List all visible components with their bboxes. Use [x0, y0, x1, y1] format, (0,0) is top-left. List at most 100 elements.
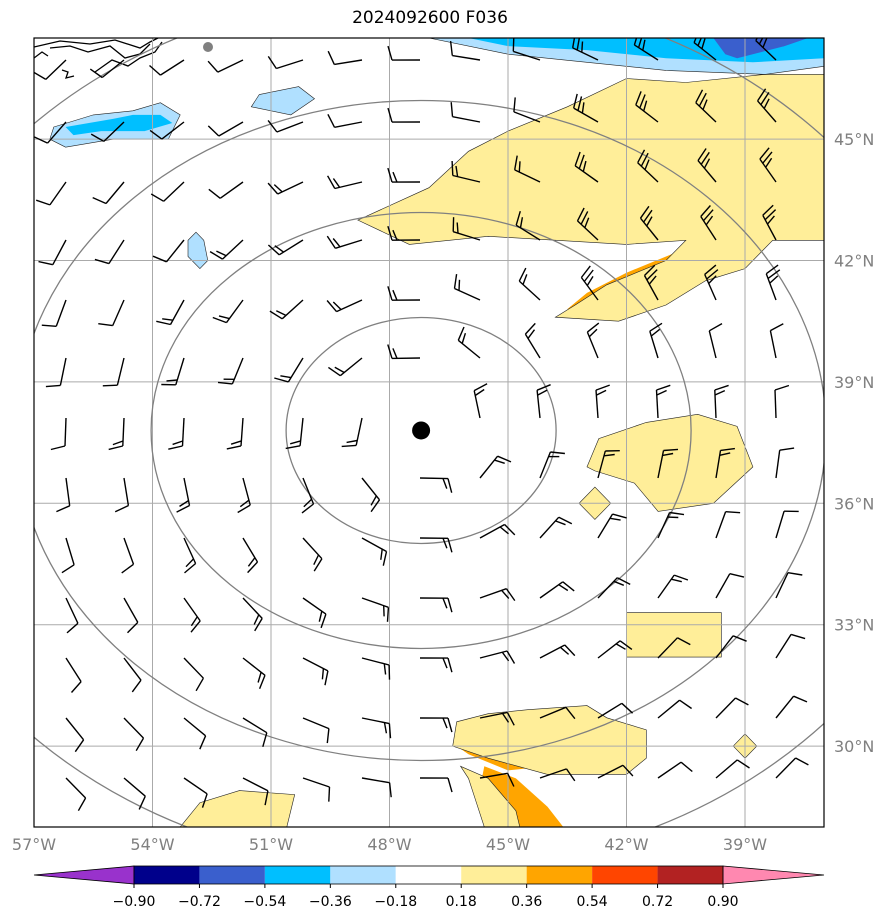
wind-barb — [237, 477, 251, 514]
wind-barb — [419, 777, 453, 793]
wind-barb — [524, 322, 541, 359]
wind-barb — [149, 121, 185, 140]
wind-barbs — [34, 38, 809, 812]
colorbar-segment — [330, 866, 396, 884]
wind-barb — [156, 299, 185, 326]
field-royal-blue-0 — [713, 38, 809, 59]
wind-barb — [41, 299, 67, 327]
wind-barb — [149, 59, 185, 76]
wind-barb — [150, 181, 185, 202]
wind-barb — [65, 717, 85, 753]
wind-barb — [597, 450, 620, 479]
wind-barb — [775, 695, 808, 719]
wind-barb — [452, 217, 481, 241]
wind-barb — [176, 477, 191, 513]
wind-barb — [387, 167, 421, 183]
wind-barb — [207, 121, 244, 137]
coastline-2 — [94, 41, 163, 73]
lon-label: 51°W — [249, 835, 293, 854]
wind-barb — [518, 267, 541, 301]
wind-barb — [512, 38, 541, 61]
coastline-0 — [34, 38, 159, 49]
wind-barb — [327, 113, 363, 128]
wind-barb — [183, 777, 208, 808]
wind-barb — [326, 235, 363, 249]
wind-barb — [121, 537, 135, 574]
wind-barb — [539, 706, 576, 720]
wind-barb — [242, 717, 268, 747]
wind-barb — [539, 581, 575, 599]
wind-barb — [479, 772, 515, 787]
wind-barb — [479, 455, 512, 479]
wind-barb — [61, 537, 75, 574]
wind-barb — [597, 577, 631, 599]
colorbar-frame — [133, 865, 724, 885]
wind-barb — [697, 148, 717, 183]
wind-barb — [183, 717, 207, 750]
lon-label: 42°W — [604, 835, 648, 854]
map-frame — [33, 37, 825, 828]
wind-barb — [89, 59, 125, 79]
wind-barb — [35, 181, 67, 206]
wind-barb — [267, 119, 304, 133]
colorbar-extend-high — [722, 865, 825, 885]
wind-barb — [715, 573, 745, 599]
wind-barb — [269, 299, 304, 320]
colorbar-segment — [264, 866, 331, 884]
wind-barb — [539, 451, 565, 479]
colorbar-tick-label: 0.54 — [577, 894, 608, 910]
field-light-blue-2 — [251, 86, 315, 115]
wind-barb — [92, 181, 125, 205]
wind-barb — [183, 657, 205, 692]
field-outline-yellow-4 — [459, 765, 521, 827]
wind-barb — [450, 102, 481, 123]
wind-barb — [775, 447, 795, 479]
wind-barb — [708, 322, 723, 359]
wind-barb — [56, 477, 71, 513]
colorbar-tick-label: −0.90 — [113, 894, 156, 910]
wind-barb — [361, 657, 391, 680]
wind-barb — [597, 702, 634, 719]
colorbar-extend-low — [33, 865, 135, 885]
field-yellow-0 — [357, 74, 824, 322]
range-ring-3 — [34, 99, 824, 762]
colorbar-segment — [199, 866, 265, 884]
wind-barb — [657, 511, 685, 539]
wind-barb — [326, 175, 363, 190]
field-outline-light-blue-1 — [187, 231, 209, 270]
wind-barb — [242, 537, 259, 574]
range-ring-2 — [150, 211, 692, 650]
lat-label: 33°N — [834, 616, 874, 635]
wind-barb — [302, 657, 329, 686]
wind-barb — [168, 417, 185, 450]
wind-barb — [479, 650, 516, 664]
wind-barb — [775, 510, 799, 539]
field-outline-light-blue-3 — [428, 38, 824, 75]
wind-barb — [387, 226, 421, 241]
wind-barb — [714, 384, 729, 419]
wind-barb — [633, 38, 659, 61]
wind-barb — [479, 711, 515, 726]
colorbar-tick-label: −0.36 — [309, 894, 352, 910]
lon-label: 57°W — [12, 835, 56, 854]
colorbar-tick-label: 0.36 — [511, 894, 542, 910]
wind-barb — [361, 717, 392, 739]
wind-barb — [715, 635, 747, 659]
wind-barb — [152, 239, 185, 263]
precip-fields — [49, 38, 824, 827]
wind-barb — [479, 588, 516, 602]
wind-barb — [597, 513, 627, 539]
wind-barb — [657, 761, 693, 779]
colorbar-tick-label: 0.18 — [446, 894, 477, 910]
wind-barb — [539, 768, 576, 782]
field-outline-yellow-1 — [586, 413, 754, 512]
wind-barb — [226, 417, 244, 450]
wind-barb — [65, 657, 82, 693]
wind-barb — [38, 239, 67, 266]
wind-barb — [123, 777, 146, 810]
wind-barb — [574, 151, 599, 183]
colorbar-tick-label: 0.90 — [707, 894, 738, 910]
wind-barb — [50, 417, 67, 451]
wind-barb — [114, 477, 130, 513]
